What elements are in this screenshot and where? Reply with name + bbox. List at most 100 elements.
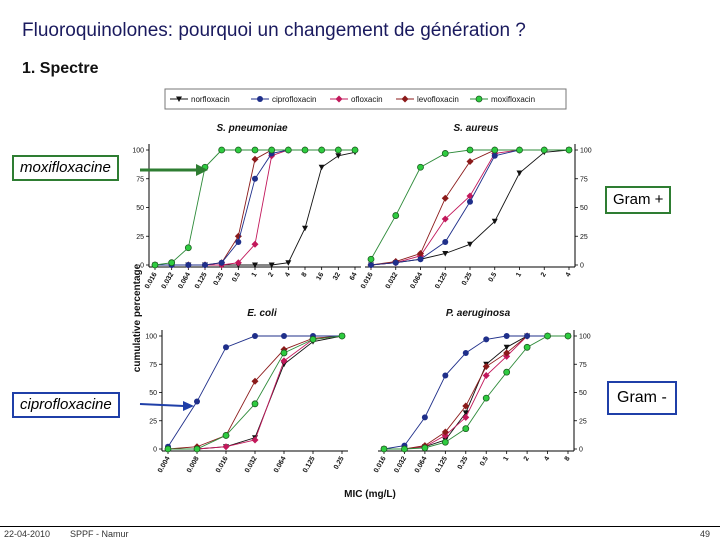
moxifloxacine-arrow-head: [196, 164, 208, 176]
data-point-moxifloxacin: [441, 150, 449, 157]
y-tick-label: 25: [136, 234, 144, 241]
x-tick-label: 8: [564, 455, 572, 462]
legend-marker-levofloxacin: [401, 95, 409, 103]
x-tick-label: 16: [315, 271, 325, 281]
data-point-moxifloxacin: [441, 438, 449, 446]
y-tick-label: 50: [149, 390, 157, 397]
data-point-moxifloxacin: [251, 400, 259, 408]
footer-organization: SPPF - Namur: [70, 529, 129, 539]
data-point-ciprofloxacin: [252, 333, 258, 339]
data-point-levofloxacin: [417, 250, 424, 257]
x-tick-label: 0.125: [302, 455, 317, 474]
ciprofloxacine-callout: ciprofloxacine: [12, 392, 120, 418]
data-point-moxifloxacin: [218, 146, 226, 154]
y-tick-label: 50: [580, 205, 588, 212]
x-tick-label: 0.25: [457, 455, 470, 470]
x-tick-label: 32: [332, 271, 342, 281]
data-point-norfloxacin: [335, 153, 342, 159]
y-tick-label: 25: [149, 418, 157, 425]
data-point-moxifloxacin: [516, 146, 523, 154]
data-point-moxifloxacin: [540, 146, 548, 154]
data-point-moxifloxacin: [417, 163, 424, 171]
x-tick-label: 0.5: [488, 271, 499, 283]
ciprofloxacine-arrow-line: [139, 403, 185, 407]
y-tick-label: 0: [579, 447, 583, 454]
data-point-norfloxacin: [252, 262, 258, 268]
panel-e-coli: E. coli 0 25 50 75 100 0.004 0.008 0.016 0.032 0.0…: [145, 308, 348, 474]
x-tick-label: 0.016: [360, 271, 375, 290]
series-line-norfloxacin: [370, 149, 570, 266]
data-point-levofloxacin: [482, 363, 490, 371]
data-point-moxifloxacin: [334, 146, 342, 154]
data-point-ciprofloxacin: [368, 262, 374, 268]
y-tick-label: 0: [580, 263, 584, 270]
x-tick-label: 0.5: [231, 271, 242, 283]
data-point-moxifloxacin: [268, 146, 276, 154]
panel-title: E. coli: [247, 308, 277, 319]
x-tick-label: 0.25: [461, 271, 474, 286]
data-point-levofloxacin: [441, 428, 449, 436]
panel-title: S. aureus: [453, 123, 498, 134]
data-point-levofloxacin: [503, 349, 511, 357]
data-point-moxifloxacin: [338, 332, 346, 340]
data-point-levofloxacin: [441, 194, 449, 202]
x-tick-label: 0.064: [177, 271, 192, 290]
slide-subtitle: 1. Spectre: [22, 60, 99, 77]
legend-marker-ciprofloxacin: [257, 96, 263, 102]
legend-frame: [164, 88, 567, 110]
x-tick-label: 2: [267, 271, 275, 278]
series-line-ofloxacin: [370, 149, 569, 266]
data-point-norfloxacin: [285, 260, 292, 266]
panel-s-aureus: S. aureus 0 25 50 75 100 0.016 0.032 0.064 0.125 0…: [360, 123, 592, 290]
data-point-moxifloxacin: [462, 425, 470, 433]
data-point-moxifloxacin: [544, 332, 551, 340]
data-point-norfloxacin: [516, 170, 523, 176]
data-point-moxifloxacin: [301, 146, 309, 154]
legend-label-levofloxacin: levofloxacin: [417, 95, 459, 104]
y-tick-label: 25: [579, 418, 587, 425]
y-tick-label: 100: [145, 334, 157, 341]
data-point-norfloxacin: [268, 262, 275, 268]
y-tick-label: 100: [579, 334, 591, 341]
data-point-ciprofloxacin: [194, 398, 200, 405]
y-tick-label: 50: [136, 205, 144, 212]
data-point-moxifloxacin: [351, 146, 359, 154]
y-tick-label: 50: [579, 390, 587, 397]
x-tick-label: 0.25: [213, 271, 226, 286]
x-tick-label: 0.032: [161, 271, 176, 290]
data-point-ofloxacin: [222, 443, 230, 451]
data-point-norfloxacin: [281, 361, 287, 368]
data-point-ciprofloxacin: [442, 239, 449, 245]
data-point-moxifloxacin: [309, 335, 317, 343]
y-tick-label: 0: [153, 447, 157, 454]
data-point-moxifloxacin: [164, 445, 172, 453]
x-tick-label: 0.125: [434, 271, 449, 290]
data-point-moxifloxacin: [564, 332, 572, 340]
y-tick-label: 25: [580, 234, 588, 241]
series-line-norfloxacin: [384, 335, 568, 450]
data-point-moxifloxacin: [421, 444, 429, 452]
data-point-ciprofloxacin: [202, 262, 208, 268]
data-point-ciprofloxacin: [223, 344, 229, 351]
data-point-moxifloxacin: [466, 146, 474, 154]
data-point-levofloxacin: [466, 158, 474, 165]
data-point-ciprofloxacin: [483, 336, 490, 343]
series-line-ofloxacin: [168, 335, 343, 450]
data-point-moxifloxacin: [193, 445, 201, 453]
x-tick-label: 0.016: [373, 455, 388, 474]
data-point-ofloxacin: [441, 215, 449, 223]
series-line-moxifloxacin: [384, 335, 568, 450]
data-point-moxifloxacin: [380, 445, 388, 453]
legend-label-norfloxacin: norfloxacin: [191, 95, 230, 104]
data-point-ciprofloxacin: [524, 333, 531, 339]
x-tick-label: 1: [515, 271, 523, 278]
series-line-levofloxacin: [384, 335, 568, 450]
data-point-norfloxacin: [462, 410, 469, 416]
footer-divider: [0, 526, 720, 527]
data-point-norfloxacin: [318, 164, 325, 171]
x-tick-label: 2: [523, 455, 531, 462]
data-point-ciprofloxacin: [503, 333, 510, 339]
legend-marker-norfloxacin: [176, 96, 182, 102]
panel-title: P. aeruginosa: [446, 308, 511, 319]
